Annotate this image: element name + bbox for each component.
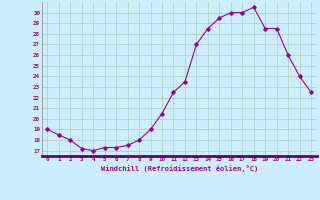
X-axis label: Windchill (Refroidissement éolien,°C): Windchill (Refroidissement éolien,°C) (100, 165, 258, 172)
